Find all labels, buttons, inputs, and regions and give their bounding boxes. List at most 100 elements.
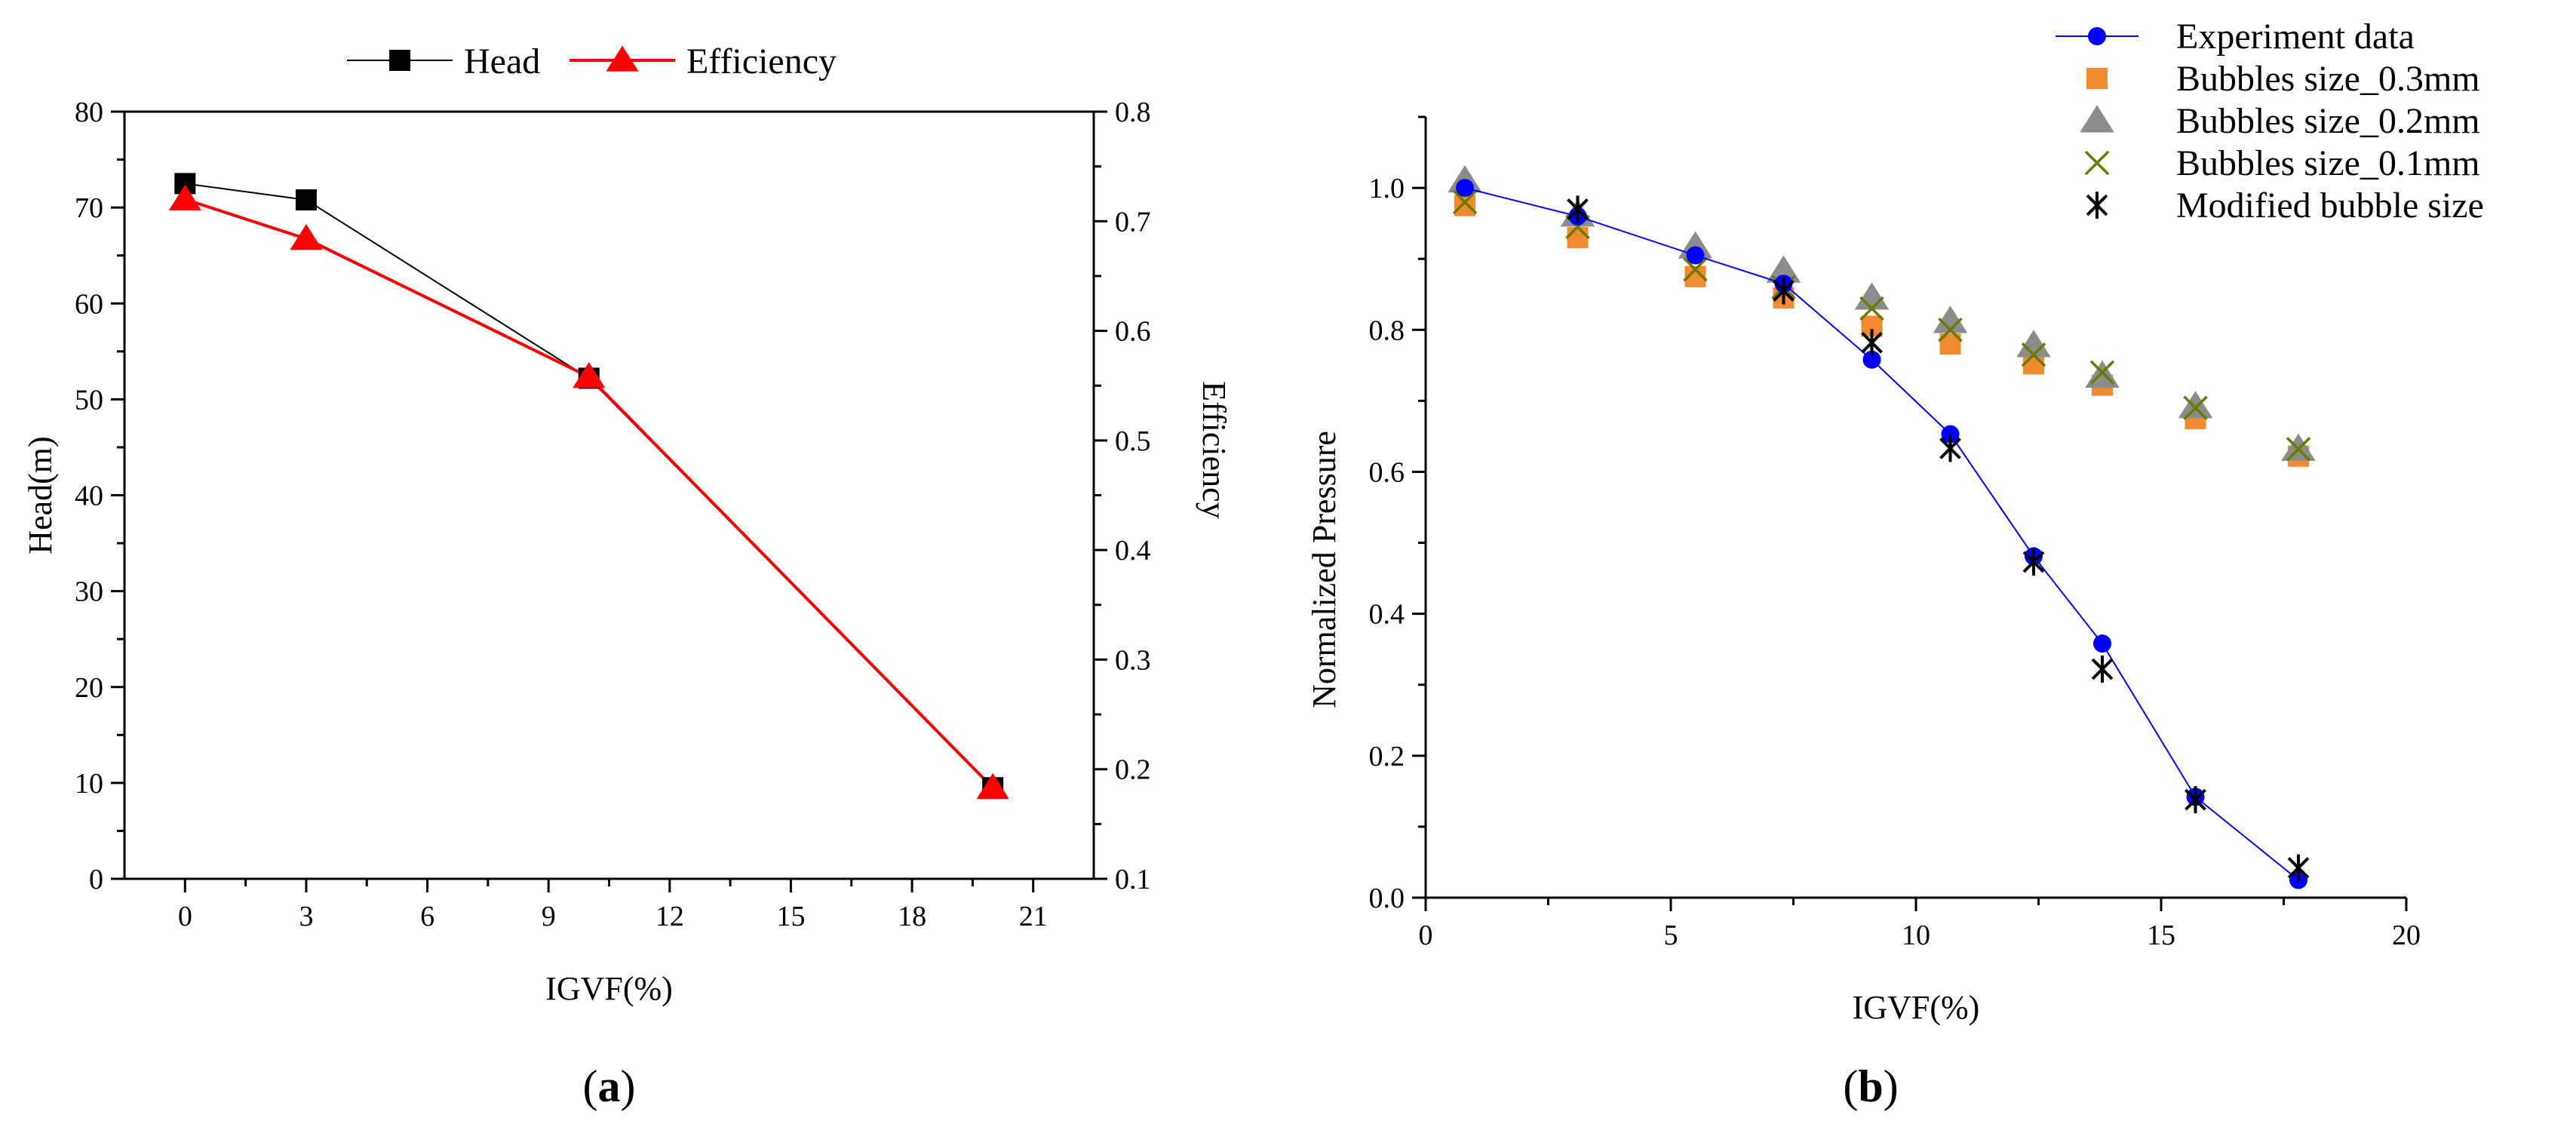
caption-letter: a (598, 1061, 621, 1111)
efficiency-series-line (184, 198, 994, 789)
x-tick-label: 9 (542, 901, 556, 932)
efficiency-point (976, 772, 1009, 800)
legend-label-2: Bubbles size_0.2mm (2176, 101, 2480, 141)
experiment-data-point (1686, 246, 1705, 265)
y-left-tick-label: 60 (75, 288, 103, 320)
panel-b-caption: (b) (1843, 1061, 1898, 1111)
experiment-data-point (2093, 634, 2111, 653)
x-tick-label: 10 (1902, 920, 1930, 951)
legend-marker-1 (2086, 68, 2108, 89)
bubbles-size-0-2mm-point (1854, 282, 1890, 310)
modified-bubble-size-point (2022, 548, 2045, 576)
y-left-tick-label: 50 (75, 384, 103, 416)
y-right-tick-label: 0.1 (1115, 864, 1151, 895)
x-tick-label: 6 (420, 901, 434, 932)
bubbles-size-0-1mm-point (1859, 296, 1884, 321)
y-tick-label: 0.8 (1369, 315, 1405, 346)
legend-experiment-marker (2088, 27, 2106, 45)
efficiency-point (573, 362, 606, 388)
modified-bubble-size-point (1567, 195, 1589, 223)
y-left-tick-label: 70 (75, 192, 103, 224)
modified-bubble-size-point (1861, 329, 1883, 357)
experiment-data-line (1464, 187, 2299, 881)
legend-label-3: Bubbles size_0.1mm (2176, 143, 2480, 183)
y-right-tick-label: 0.5 (1115, 425, 1151, 457)
experiment-data-point (1456, 179, 1474, 198)
x-tick-label: 0 (1419, 920, 1433, 951)
y-left-axis-label: Head(m) (22, 436, 59, 554)
bubbles-size-0-1mm-point (1683, 257, 1708, 282)
legend-label-4: Modified bubble size (2176, 186, 2484, 226)
legend-marker-3 (2084, 150, 2110, 176)
y-right-tick-label: 0.7 (1115, 206, 1151, 238)
y-right-tick-label: 0.6 (1115, 316, 1151, 348)
x-tick-label: 3 (299, 901, 313, 932)
y-tick-label: 0.4 (1369, 599, 1405, 631)
modified-bubble-size-point (1773, 277, 1795, 305)
legend-marker-2 (2080, 105, 2114, 133)
x-tick-label: 5 (1664, 920, 1678, 951)
bubbles-size-0-1mm-point (2021, 342, 2046, 367)
y-tick-label: 0.6 (1369, 456, 1405, 488)
panel-a-line-chart: 0 3 6 9 12 15 18 21 0 10 20 30 40 50 60 70 80 0.1 0.2 0.3 0.… (22, 41, 1233, 1111)
y-left-tick-label: 80 (75, 97, 103, 128)
y-right-axis-label: Efficiency (1196, 381, 1233, 518)
y-left-tick-label: 40 (75, 481, 103, 512)
panel-b-scatter-chart: 0 5 10 15 20 0.0 0.2 0.4 0.6 0.8 1.0 IGVF(%) Normali… (1306, 17, 2484, 1111)
caption-close: ) (621, 1061, 636, 1111)
caption-close: ) (1884, 1061, 1899, 1111)
y-left-tick-label: 20 (75, 672, 103, 704)
legend-head-marker (389, 50, 410, 71)
legend-head-label: Head (464, 41, 540, 81)
bubbles-size-0-1mm-point (2183, 395, 2208, 421)
legend-efficiency-marker (606, 45, 639, 72)
y-right-tick-label: 0.8 (1115, 97, 1151, 128)
y-right-tick-label: 0.3 (1115, 644, 1151, 676)
bubbles-size-0-2mm-point (2281, 433, 2316, 461)
panel-a-caption: (a) (583, 1061, 636, 1111)
modified-bubble-size-point (2185, 786, 2206, 814)
head-series-line (185, 183, 993, 788)
modified-bubble-size-point (2091, 656, 2114, 683)
legend-efficiency-label: Efficiency (686, 41, 837, 81)
x-tick-label: 0 (178, 901, 192, 932)
y-left-tick-label: 10 (75, 768, 103, 800)
efficiency-point (290, 223, 323, 250)
bubbles-size-0-2mm-point (2016, 330, 2051, 358)
head-point (295, 189, 317, 210)
modified-bubble-size-point (2287, 854, 2310, 882)
y-tick-label: 1.0 (1369, 173, 1405, 204)
x-tick-label: 18 (898, 901, 926, 932)
bubbles-size-0-1mm-point (1452, 189, 1478, 215)
bubbles-size-0-2mm-point (1766, 255, 1801, 283)
y-left-tick-label: 0 (89, 864, 103, 895)
bubbles-size-0-1mm-point (2286, 437, 2311, 462)
y-tick-label: 0.2 (1369, 741, 1405, 772)
caption-open: ( (1843, 1061, 1858, 1111)
x-tick-label: 21 (1019, 901, 1048, 932)
bubbles-size-0-3mm-point (1567, 226, 1589, 248)
efficiency-point (168, 184, 201, 210)
x-tick-label: 15 (2147, 920, 2175, 951)
y-right-tick-label: 0.2 (1115, 754, 1151, 786)
y-left-tick-label: 30 (75, 576, 103, 608)
x-tick-label: 12 (656, 901, 684, 932)
legend-label-0: Experiment data (2176, 17, 2415, 57)
bubbles-size-0-1mm-point (2089, 360, 2115, 385)
x-tick-label: 15 (776, 901, 805, 932)
modified-bubble-size-point (1939, 435, 1961, 462)
y-axis-label: Normalized Pressure (1306, 431, 1343, 708)
caption-letter: b (1858, 1061, 1883, 1111)
y-tick-label: 0.0 (1369, 883, 1405, 914)
bubbles-size-0-2mm-point (1933, 306, 1968, 333)
bubbles-size-0-2mm-point (2178, 391, 2213, 419)
bubbles-size-0-1mm-point (1938, 318, 1963, 342)
legend-marker-4 (2086, 192, 2108, 219)
x-tick-label: 20 (2392, 920, 2421, 951)
experiment-data-point (1862, 350, 1881, 369)
bubbles-size-0-3mm-point (1454, 195, 1475, 216)
caption-open: ( (583, 1061, 598, 1111)
y-right-tick-label: 0.4 (1115, 535, 1151, 567)
x-axis-label: IGVF(%) (545, 970, 673, 1007)
